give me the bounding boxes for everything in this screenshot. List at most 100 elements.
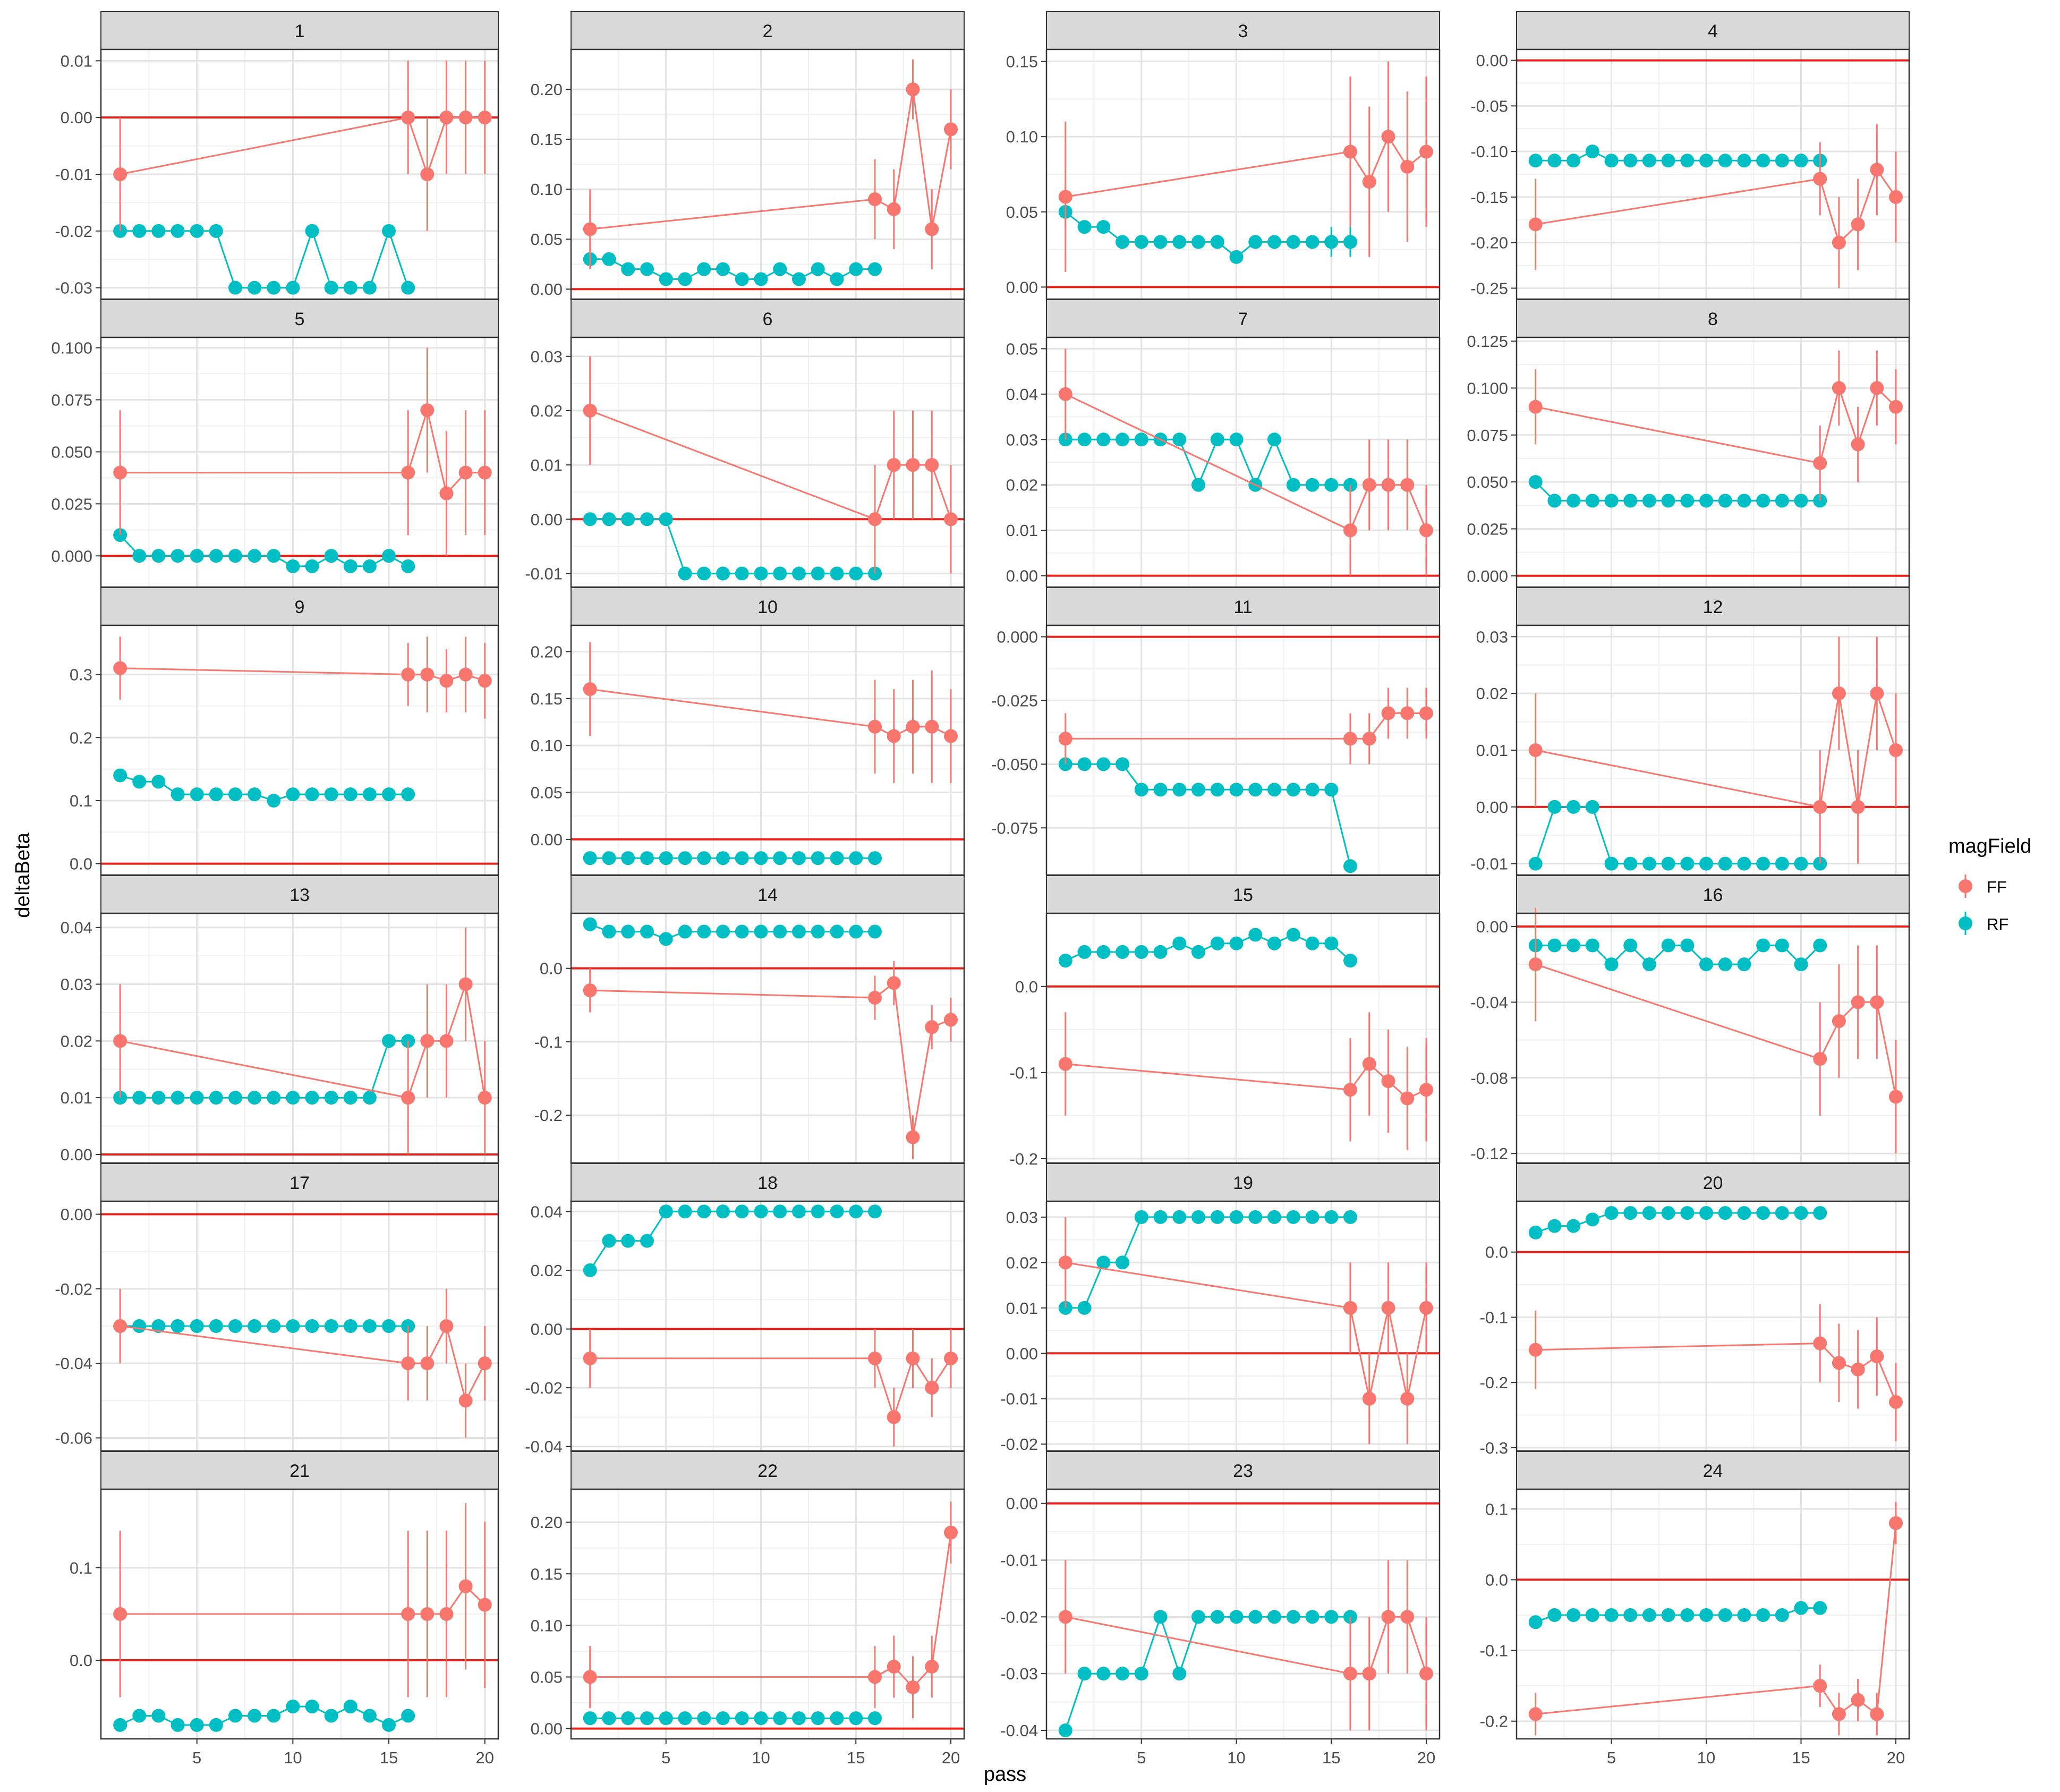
data-point-RF <box>849 924 863 939</box>
data-point-RF <box>1680 1206 1695 1220</box>
data-point-RF <box>754 851 768 865</box>
data-point-RF <box>678 851 692 865</box>
y-tick-label: -0.05 <box>1470 97 1508 115</box>
data-point-RF <box>716 1204 730 1219</box>
data-point-RF <box>1191 783 1205 797</box>
data-point-FF <box>1889 400 1903 414</box>
data-point-RF <box>1058 1723 1072 1737</box>
facet-panel-7: 7 0.05 0.04 0.03 0.02 0.01 0.00 <box>1006 299 1441 588</box>
data-point-RF <box>286 1091 300 1105</box>
data-point-RF <box>1718 1206 1732 1220</box>
facet-panel-1: 1 0.01 0.00 -0.01 -0.02 -0.03 <box>55 11 499 300</box>
panel-background <box>571 913 964 1163</box>
y-tick-label: -0.03 <box>1000 1664 1038 1683</box>
data-point-RF <box>267 793 281 808</box>
data-point-RF <box>678 566 692 581</box>
data-point-FF <box>1362 175 1376 189</box>
data-point-FF <box>401 111 415 125</box>
y-tick-label: -0.15 <box>1470 188 1508 207</box>
data-point-RF <box>228 787 242 802</box>
data-point-RF <box>1699 494 1714 508</box>
y-tick-label: 0.01 <box>531 456 563 474</box>
facet-strip <box>1516 1163 1910 1202</box>
y-tick-label: 0.00 <box>1476 52 1508 70</box>
data-point-FF <box>1400 1391 1415 1406</box>
data-point-RF <box>621 1234 635 1248</box>
panel-background <box>1046 1201 1440 1451</box>
data-point-RF <box>1642 957 1656 972</box>
y-tick-label: 0.00 <box>531 1320 563 1339</box>
facet-strip <box>1046 587 1440 626</box>
data-point-FF <box>1889 1516 1903 1530</box>
series-line-RF <box>120 228 409 289</box>
data-point-RF <box>382 549 396 563</box>
y-tick-label: -0.1 <box>1480 1642 1508 1660</box>
data-point-RF <box>362 1709 377 1723</box>
data-point-RF <box>1153 1610 1168 1624</box>
data-point-RF <box>1286 235 1300 249</box>
data-point-RF <box>1794 856 1808 871</box>
data-point-FF <box>925 458 939 472</box>
data-point-RF <box>1718 856 1732 871</box>
panel-background <box>1046 913 1440 1163</box>
data-point-RF <box>1210 936 1224 950</box>
data-point-FF <box>1813 1052 1827 1066</box>
y-tick-label: -0.01 <box>525 564 563 583</box>
data-point-FF <box>1381 478 1395 492</box>
data-point-RF <box>1680 154 1695 168</box>
y-tick-label: 0.05 <box>531 230 563 249</box>
data-point-FF <box>113 661 127 675</box>
data-point-RF <box>867 1711 882 1726</box>
y-tick-label: 0.02 <box>531 402 563 420</box>
data-point-RF <box>1077 1301 1092 1315</box>
data-point-FF <box>458 1579 473 1593</box>
y-tick-label: -0.04 <box>1470 993 1508 1012</box>
data-point-FF <box>458 667 473 682</box>
data-point-RF <box>830 1204 844 1219</box>
data-point-RF <box>1756 938 1770 953</box>
data-point-RF <box>1699 154 1714 168</box>
facet-panel-13: 13 0.04 0.03 0.02 0.01 0.00 <box>61 875 499 1164</box>
data-point-FF <box>867 990 882 1005</box>
y-tick-label: 0.10 <box>531 180 563 199</box>
data-point-FF <box>925 1020 939 1034</box>
series-line-FF <box>1065 1261 1427 1399</box>
series-line-RF <box>589 1210 875 1271</box>
data-point-RF <box>678 1204 692 1219</box>
data-point-FF <box>1058 190 1072 204</box>
panel-background <box>1517 1201 1909 1451</box>
data-point-RF <box>151 549 166 563</box>
data-point-RF <box>1737 1608 1751 1622</box>
data-point-RF <box>849 262 863 276</box>
y-tick-label: -0.3 <box>1480 1439 1508 1457</box>
data-point-RF <box>190 1091 204 1105</box>
data-point-RF <box>659 272 673 286</box>
data-point-RF <box>1642 856 1656 871</box>
data-point-RF <box>1096 757 1111 771</box>
data-point-RF <box>248 1319 262 1333</box>
data-point-RF <box>621 262 635 276</box>
data-point-RF <box>1191 1210 1205 1224</box>
data-point-RF <box>1680 1608 1695 1622</box>
data-point-RF <box>151 1091 166 1105</box>
data-point-RF <box>286 787 300 802</box>
y-tick-label: 0.00 <box>1476 918 1508 936</box>
data-point-RF <box>132 224 147 238</box>
data-point-RF <box>1286 783 1300 797</box>
facet-strip-label: 10 <box>757 597 778 617</box>
data-point-RF <box>132 1709 147 1723</box>
facet-strip <box>100 1163 499 1202</box>
data-point-FF <box>1832 235 1846 250</box>
data-point-RF <box>697 566 711 581</box>
y-tick-label: 0.0 <box>70 1651 92 1670</box>
data-point-RF <box>1642 494 1656 508</box>
panel-border <box>570 1488 965 1740</box>
data-point-RF <box>1267 936 1281 950</box>
data-point-RF <box>1134 1667 1148 1681</box>
data-point-RF <box>830 566 844 581</box>
data-point-RF <box>343 281 357 295</box>
y-tick-label: -0.1 <box>534 1033 563 1051</box>
data-point-RF <box>1248 1610 1263 1624</box>
data-point-RF <box>791 1711 806 1726</box>
data-point-RF <box>1718 957 1732 972</box>
